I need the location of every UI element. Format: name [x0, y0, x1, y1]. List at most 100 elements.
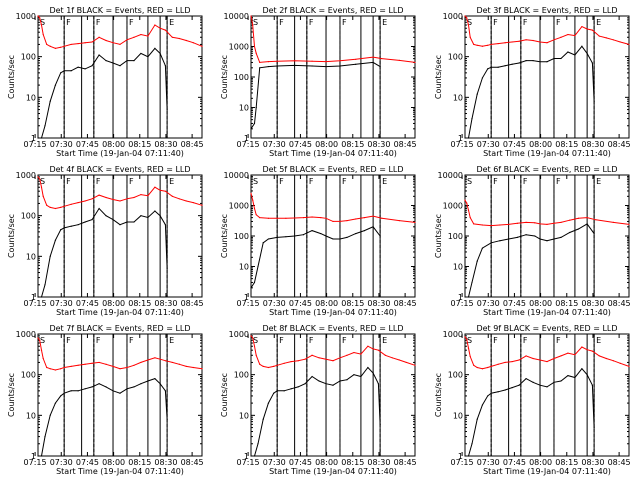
data-point-lld [84, 42, 86, 44]
data-point-lld [577, 217, 580, 219]
data-point-events [464, 455, 466, 457]
data-point-events [581, 45, 583, 47]
x-tick-label: 07:30 [50, 140, 73, 149]
data-point-events [105, 215, 107, 217]
marker-label: F [523, 177, 528, 186]
x-tick-label: 08:00 [102, 140, 125, 149]
plot-frame [250, 15, 416, 139]
y-tick-label: 10000 [224, 171, 249, 180]
data-point-events [360, 375, 362, 378]
marker-label: E [382, 177, 387, 186]
y-tick-label: 100 [234, 232, 249, 241]
data-point-events [339, 65, 341, 67]
data-point-lld [164, 190, 166, 192]
data-point-events [467, 296, 470, 298]
data-point-lld [267, 217, 270, 219]
data-point-lld [346, 354, 348, 356]
chart-title: Det 3f BLACK = Events, RED = LLD [476, 6, 617, 15]
data-point-events [591, 384, 593, 386]
y-tick-label: 1000 [443, 330, 463, 339]
marker-label: S [40, 18, 45, 27]
data-point-lld [37, 176, 39, 178]
data-point-events [154, 47, 156, 49]
y-tick-label: 1000 [16, 171, 36, 180]
data-point-lld [105, 363, 107, 365]
marker-label: F [96, 336, 101, 345]
chart-panel-8: Det 8f BLACK = Events, RED = LLD 1 10 100 10… [220, 324, 417, 476]
data-point-lld [112, 42, 114, 44]
marker-label: F [66, 177, 71, 186]
data-point-lld [77, 201, 79, 204]
plot-frame [464, 174, 630, 298]
y-tick-label: 1000 [229, 202, 249, 211]
data-point-lld [250, 335, 252, 337]
marker-label: F [342, 177, 347, 186]
data-point-events [126, 221, 128, 223]
x-tick-label: 08:30 [581, 140, 604, 149]
y-tick-label: 1 [244, 134, 249, 143]
data-point-lld [84, 363, 86, 365]
data-point-lld [628, 365, 630, 367]
data-point-events [119, 392, 121, 394]
data-point-lld [91, 362, 93, 364]
x-tick-label: 08:15 [555, 140, 578, 149]
data-point-events [525, 378, 527, 380]
data-point-lld [532, 357, 534, 360]
data-point-lld [539, 41, 541, 43]
data-point-lld [250, 15, 252, 17]
data-point-lld [126, 366, 128, 369]
x-tick-label: 08:45 [608, 299, 631, 308]
y-tick-label: 1 [31, 452, 36, 461]
data-point-events [504, 65, 506, 67]
data-point-lld [140, 361, 142, 364]
data-point-events [49, 414, 51, 416]
data-point-lld [201, 45, 203, 47]
data-point-lld [154, 357, 156, 359]
chart-panel-4: Det 4f BLACK = Events, RED = LLD 1 10 100 10… [7, 165, 204, 317]
data-point-events [379, 235, 381, 237]
y-axis-label: Counts/sec [434, 373, 443, 417]
marker-label: E [169, 177, 174, 186]
x-tick-label: 08:45 [181, 140, 204, 149]
data-point-lld [481, 45, 484, 47]
data-point-events [516, 236, 518, 238]
x-tick-label: 08:00 [102, 458, 125, 467]
data-point-lld [267, 60, 270, 63]
x-tick-label: 08:00 [102, 299, 125, 308]
x-tick-label: 08:45 [394, 458, 417, 467]
data-point-events [304, 383, 306, 385]
data-point-events [164, 390, 166, 392]
x-tick-label: 07:15 [237, 299, 260, 308]
data-point-lld [262, 365, 264, 367]
x-tick-label: 08:45 [394, 299, 417, 308]
data-point-lld [586, 349, 588, 351]
data-point-events [267, 402, 270, 404]
marker-label: F [342, 18, 347, 27]
data-point-lld [285, 217, 287, 219]
data-point-lld [464, 15, 466, 17]
data-point-events [318, 380, 320, 382]
data-point-lld [147, 35, 149, 37]
data-point-lld [534, 222, 536, 224]
y-tick-label: 1000 [16, 12, 36, 21]
data-point-lld [581, 25, 583, 28]
marker-label: S [40, 177, 45, 186]
x-tick-label: 07:30 [263, 458, 286, 467]
y-tick-label: 1 [458, 452, 463, 461]
x-tick-label: 07:15 [237, 140, 260, 149]
data-point-events [98, 207, 100, 210]
data-point-events [355, 232, 357, 235]
data-point-lld [70, 203, 72, 205]
y-tick-label: 1000 [443, 12, 463, 21]
data-point-lld [560, 36, 562, 38]
data-point-lld [164, 360, 166, 362]
data-point-events [464, 137, 466, 139]
data-point-lld [487, 44, 489, 46]
data-point-lld [42, 357, 44, 360]
data-point-lld [255, 52, 257, 54]
data-point-lld [159, 358, 161, 360]
data-point-lld [77, 42, 79, 45]
data-point-lld [54, 47, 57, 49]
data-point-lld [159, 189, 161, 191]
data-point-lld [304, 358, 306, 360]
